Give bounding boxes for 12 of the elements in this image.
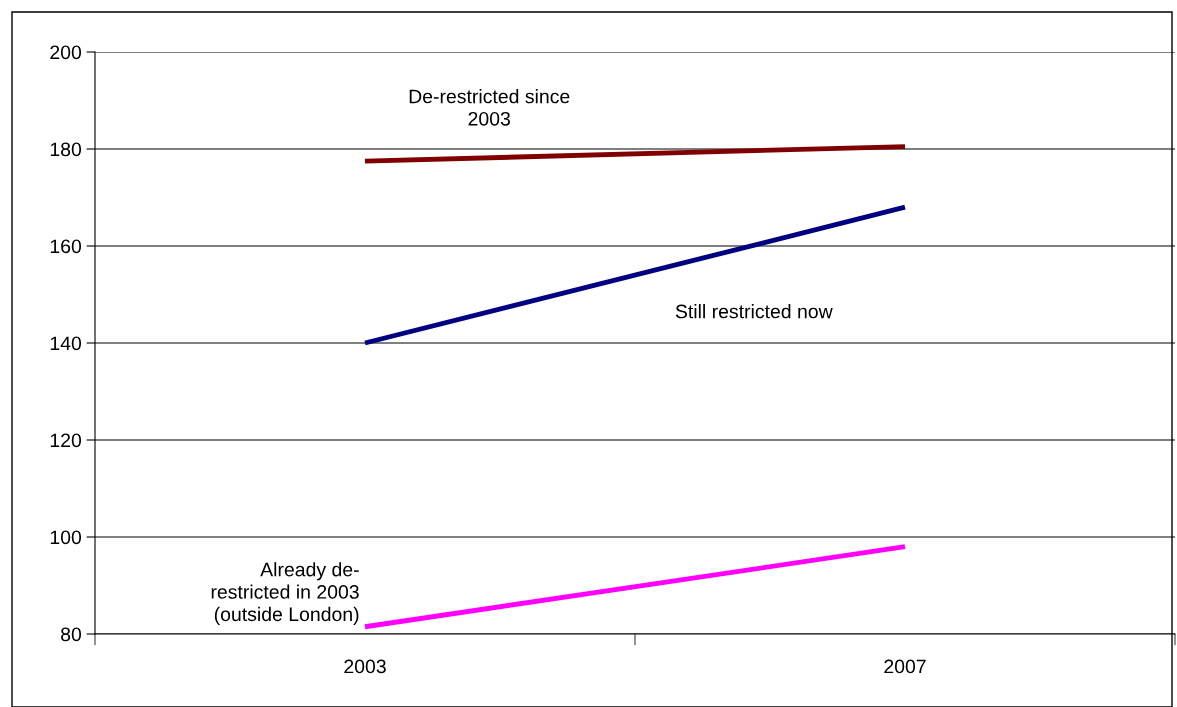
x-tick-label: 2003 — [344, 659, 386, 674]
series-label: Still restricted now — [675, 304, 833, 319]
y-tick-label: 100 — [50, 530, 82, 545]
y-tick-label: 180 — [50, 142, 82, 157]
series-label: De-restricted since 2003 — [409, 89, 570, 126]
series-label: Already de- restricted in 2003 (outside London) — [211, 562, 359, 625]
y-tick-label: 120 — [50, 433, 82, 448]
y-tick-label: 140 — [50, 336, 82, 351]
y-tick-label: 200 — [50, 45, 82, 60]
y-tick-label: 80 — [61, 627, 82, 642]
y-tick-label: 160 — [50, 239, 82, 254]
x-tick-label: 2007 — [884, 659, 926, 674]
